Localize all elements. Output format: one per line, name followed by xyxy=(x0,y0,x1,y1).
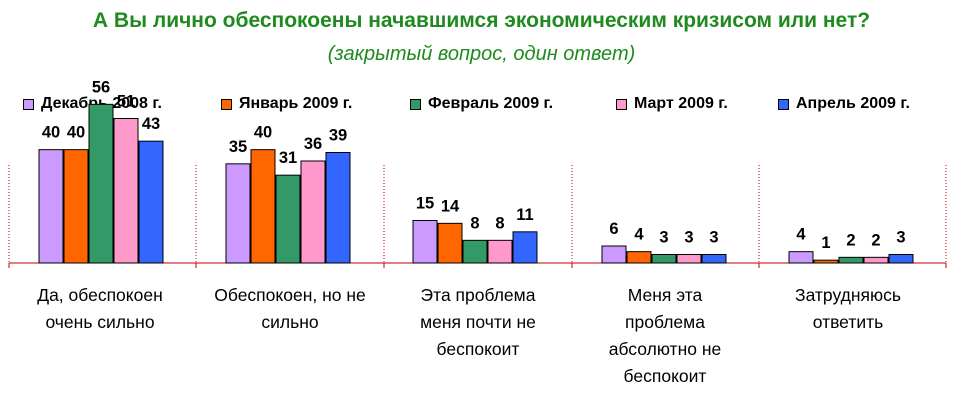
data-label-0-2: 56 xyxy=(92,78,110,96)
data-label-4-2: 2 xyxy=(846,231,855,249)
legend-label-2: Февраль 2009 г. xyxy=(428,95,554,112)
bar-4-4 xyxy=(888,254,914,264)
legend-swatch-2 xyxy=(410,98,421,110)
data-label-1-2: 31 xyxy=(279,149,297,167)
bar-4-3 xyxy=(863,256,889,264)
category-label-0: Да, обеспокоен очень сильно xyxy=(37,285,163,332)
bar-0-4 xyxy=(138,140,164,264)
legend-swatch-3 xyxy=(616,98,627,110)
legend-item-0: Декабрь 2008 г. xyxy=(23,92,162,116)
data-label-3-1: 4 xyxy=(634,226,644,244)
bar-2-1 xyxy=(437,222,463,264)
bar-1-2 xyxy=(275,174,301,264)
data-label-3-2: 3 xyxy=(659,229,668,247)
bar-3-0 xyxy=(601,245,627,264)
bar-4-1 xyxy=(813,259,839,264)
data-label-4-0: 4 xyxy=(796,226,806,244)
data-label-4-4: 3 xyxy=(896,229,905,247)
bar-2-3 xyxy=(487,239,513,264)
bar-0-1 xyxy=(63,149,89,264)
data-label-0-0: 40 xyxy=(42,124,60,142)
data-label-1-1: 40 xyxy=(254,124,272,142)
category-label-4: Затрудняюсь ответить xyxy=(795,285,901,332)
data-label-3-3: 3 xyxy=(684,229,693,247)
data-label-0-3: 51 xyxy=(117,93,135,111)
data-label-4-1: 1 xyxy=(821,234,830,252)
legend-swatch-4 xyxy=(778,98,789,110)
bar-3-1 xyxy=(626,251,652,264)
bar-3-2 xyxy=(651,254,677,264)
data-label-3-4: 3 xyxy=(709,229,718,247)
legend-item-1: Январь 2009 г. xyxy=(221,92,352,116)
bar-2-2 xyxy=(462,239,488,264)
chart-subtitle: (закрытый вопрос, один ответ) xyxy=(327,43,636,65)
legend-item-3: Март 2009 г. xyxy=(616,92,728,116)
category-label-1: Обеспокоен, но не сильно xyxy=(214,285,366,332)
bar-3-4 xyxy=(701,254,727,264)
data-label-1-4: 39 xyxy=(329,127,347,145)
bar-0-2 xyxy=(88,103,114,264)
data-label-0-4: 43 xyxy=(142,115,160,133)
legend: Декабрь 2008 г. Январь 2009 г. Февраль 2… xyxy=(0,92,963,116)
bar-0-0 xyxy=(38,149,64,264)
data-label-2-3: 8 xyxy=(495,214,504,232)
category-label-2: Эта проблема меня почти не беспокоит xyxy=(420,285,536,359)
bar-1-1 xyxy=(250,149,276,264)
bar-1-4 xyxy=(325,152,351,264)
bar-4-0 xyxy=(788,251,814,264)
legend-swatch-0 xyxy=(23,98,34,110)
bar-3-3 xyxy=(676,254,702,264)
chart-title: А Вы лично обеспокоены начавшимся эконом… xyxy=(92,9,871,32)
legend-label-4: Апрель 2009 г. xyxy=(796,95,910,112)
bar-2-0 xyxy=(412,220,438,264)
data-label-3-0: 6 xyxy=(609,220,618,238)
category-label-3: Меня эта проблема абсолютно не беспокоит xyxy=(608,285,722,386)
data-label-2-4: 11 xyxy=(516,206,533,224)
data-label-4-3: 2 xyxy=(871,231,880,249)
bar-2-4 xyxy=(512,231,538,264)
legend-label-3: Март 2009 г. xyxy=(634,95,728,112)
legend-label-1: Январь 2009 г. xyxy=(239,95,353,112)
bar-1-3 xyxy=(300,160,326,264)
data-label-2-0: 15 xyxy=(416,195,434,213)
data-label-2-2: 8 xyxy=(470,214,479,232)
data-label-1-3: 36 xyxy=(304,135,322,153)
data-label-0-1: 40 xyxy=(67,124,85,142)
legend-label-0: Декабрь 2008 г. xyxy=(41,95,162,112)
bar-4-2 xyxy=(838,256,864,264)
legend-item-4: Апрель 2009 г. xyxy=(778,92,910,116)
bar-1-0 xyxy=(225,163,251,264)
data-label-1-0: 35 xyxy=(229,138,247,156)
bar-0-3 xyxy=(113,118,139,264)
legend-item-2: Февраль 2009 г. xyxy=(410,92,553,116)
data-label-2-1: 14 xyxy=(441,197,460,215)
legend-swatch-1 xyxy=(221,98,232,110)
